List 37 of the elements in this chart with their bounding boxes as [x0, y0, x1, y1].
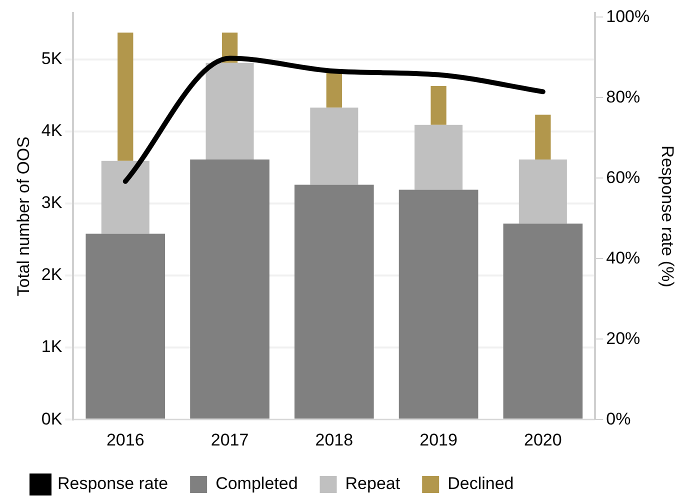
legend-label: Completed [216, 474, 298, 494]
x-tick-label: 2017 [210, 430, 249, 450]
bar [326, 72, 342, 108]
legend-label: Declined [448, 474, 514, 494]
y-tick-label: 5K [41, 49, 63, 68]
legend-label: Repeat [345, 474, 400, 494]
x-tick-label: 2020 [524, 430, 562, 450]
y2-tick-label: 100% [606, 6, 650, 26]
x-tick-label: 2018 [315, 430, 354, 450]
bar [518, 159, 567, 224]
x-tick-label: 2016 [106, 430, 144, 450]
y2-axis-title: Response rate (%) [658, 146, 678, 288]
bar [414, 124, 463, 190]
bar [101, 160, 150, 234]
y-tick-label: 4K [41, 121, 63, 140]
y2-tick-label: 40% [606, 248, 640, 268]
bar [86, 234, 166, 419]
bar [118, 32, 134, 161]
y-tick-label: 1K [41, 337, 63, 356]
bar [294, 184, 374, 419]
bar [503, 224, 583, 419]
y-tick-label: 3K [41, 193, 63, 212]
bar [310, 108, 358, 185]
bar [535, 114, 551, 160]
legend-label: Response rate [58, 474, 168, 494]
bar [206, 62, 254, 160]
y-tick-label: 0K [41, 409, 63, 428]
x-tick-label: 2019 [420, 430, 458, 450]
y2-tick-label: 0% [606, 409, 631, 428]
bar [190, 159, 270, 419]
bar [398, 190, 478, 419]
bar [430, 86, 446, 125]
y-tick-label: 2K [41, 265, 63, 284]
y2-tick-label: 60% [606, 168, 640, 187]
y-axis-title: Total number of OOS [14, 136, 33, 296]
y2-tick-label: 80% [606, 87, 640, 106]
y2-tick-label: 20% [606, 328, 640, 348]
